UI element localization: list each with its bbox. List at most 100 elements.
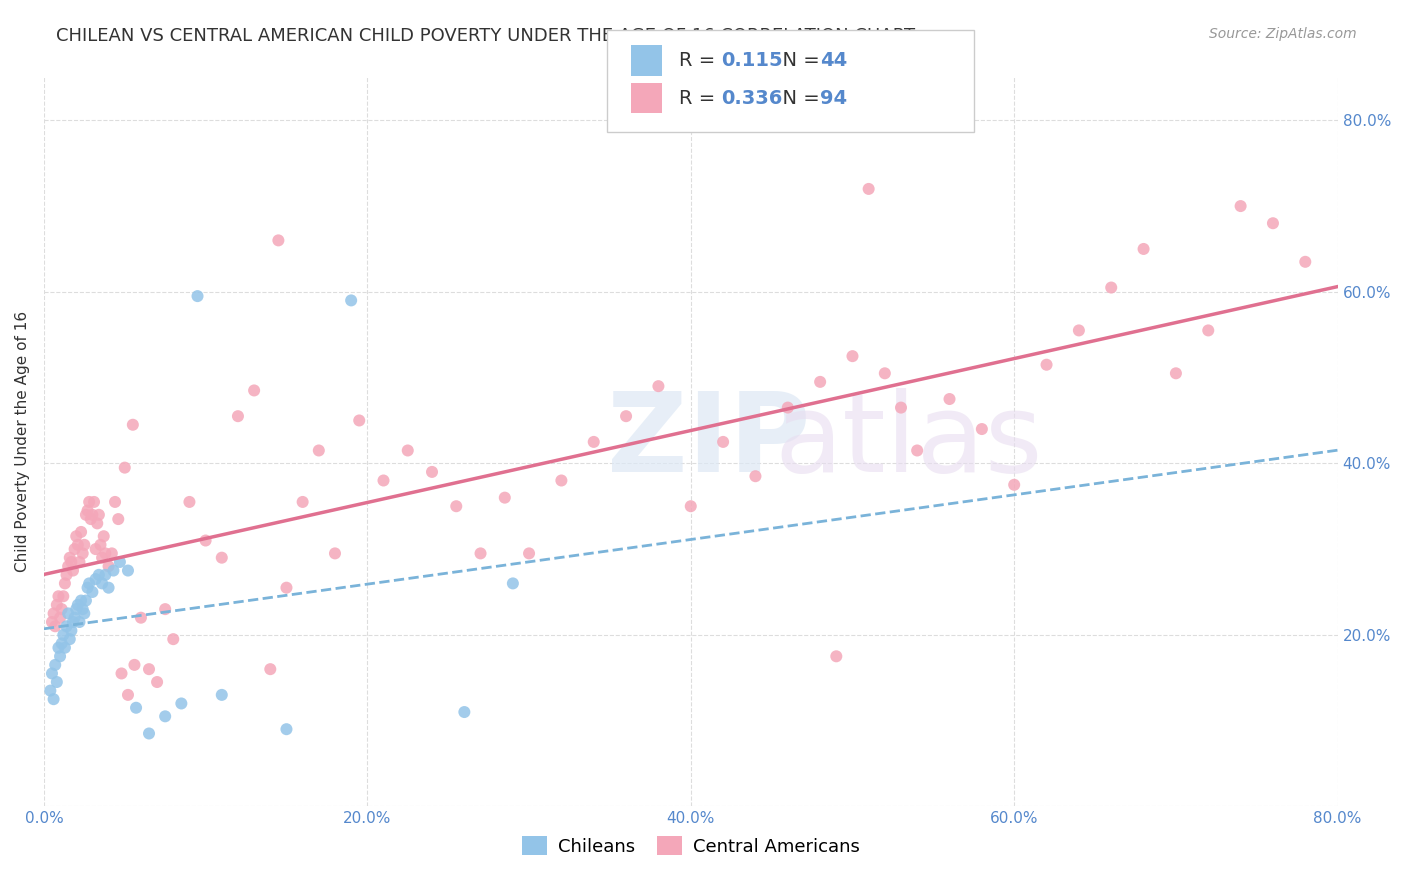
Text: 0.336: 0.336 [721,88,783,108]
Point [62,564,84,578]
Point [97,559,120,574]
Point [858,182,880,196]
Text: Source: ZipAtlas.com: Source: ZipAtlas.com [1209,27,1357,41]
Point [70,593,93,607]
Point [86,516,108,531]
Point [420,465,443,479]
Point [453,705,475,719]
Point [82,585,104,599]
Point [39,683,62,698]
Point [49,649,72,664]
Point [48,640,70,655]
Point [75,593,97,607]
Point [550,474,572,488]
Point [1229,199,1251,213]
Point [77,495,100,509]
Point [276,581,298,595]
Point [349,413,371,427]
Text: R =: R = [679,88,721,108]
Point [138,726,160,740]
Point [308,443,330,458]
Point [52,589,75,603]
Point [841,349,863,363]
Point [259,662,281,676]
Point [194,533,217,548]
Point [1164,366,1187,380]
Point [94,567,117,582]
Point [744,469,766,483]
Point [55,567,77,582]
Point [59,632,82,647]
Point [77,576,100,591]
Point [51,602,73,616]
Point [80,512,103,526]
Text: atlas: atlas [775,388,1043,495]
Point [73,538,96,552]
Point [1002,477,1025,491]
Point [42,607,65,621]
Point [114,460,136,475]
Point [76,503,98,517]
Point [104,495,127,509]
Point [56,607,79,621]
Point [614,409,637,424]
Point [45,675,67,690]
Text: CHILEAN VS CENTRAL AMERICAN CHILD POVERTY UNDER THE AGE OF 16 CORRELATION CHART: CHILEAN VS CENTRAL AMERICAN CHILD POVERT… [56,27,915,45]
Point [49,610,72,624]
Point [153,602,176,616]
Point [41,615,63,629]
Point [53,576,76,591]
Point [82,508,104,522]
Point [679,500,702,514]
Point [44,619,66,633]
Point [41,666,63,681]
Point [211,550,233,565]
Point [153,709,176,723]
Text: 94: 94 [820,88,846,108]
Point [226,409,249,424]
Point [1067,323,1090,337]
Point [101,546,124,560]
Text: N =: N = [770,51,827,70]
Point [446,500,468,514]
Point [938,392,960,406]
Point [211,688,233,702]
Point [42,692,65,706]
Point [340,293,363,308]
Point [502,576,524,591]
Point [776,401,799,415]
Point [138,662,160,676]
Point [373,474,395,488]
Point [125,700,148,714]
Point [91,576,114,591]
Point [243,384,266,398]
Legend: Chileans, Central Americans: Chileans, Central Americans [515,830,868,863]
Point [808,375,831,389]
Point [69,555,91,569]
Point [60,555,83,569]
Point [494,491,516,505]
Point [291,495,314,509]
Point [1035,358,1057,372]
Point [276,722,298,736]
Point [59,550,82,565]
Point [84,572,107,586]
Point [84,542,107,557]
Point [51,636,73,650]
Point [711,434,734,449]
Point [62,615,84,629]
Point [186,289,208,303]
Point [72,546,94,560]
Point [94,546,117,560]
Point [97,581,120,595]
Point [179,495,201,509]
Point [52,628,75,642]
Point [55,619,77,633]
Point [108,555,131,569]
Point [48,589,70,603]
Point [65,602,87,616]
Point [647,379,669,393]
Point [117,688,139,702]
Point [87,567,110,582]
Point [396,443,419,458]
